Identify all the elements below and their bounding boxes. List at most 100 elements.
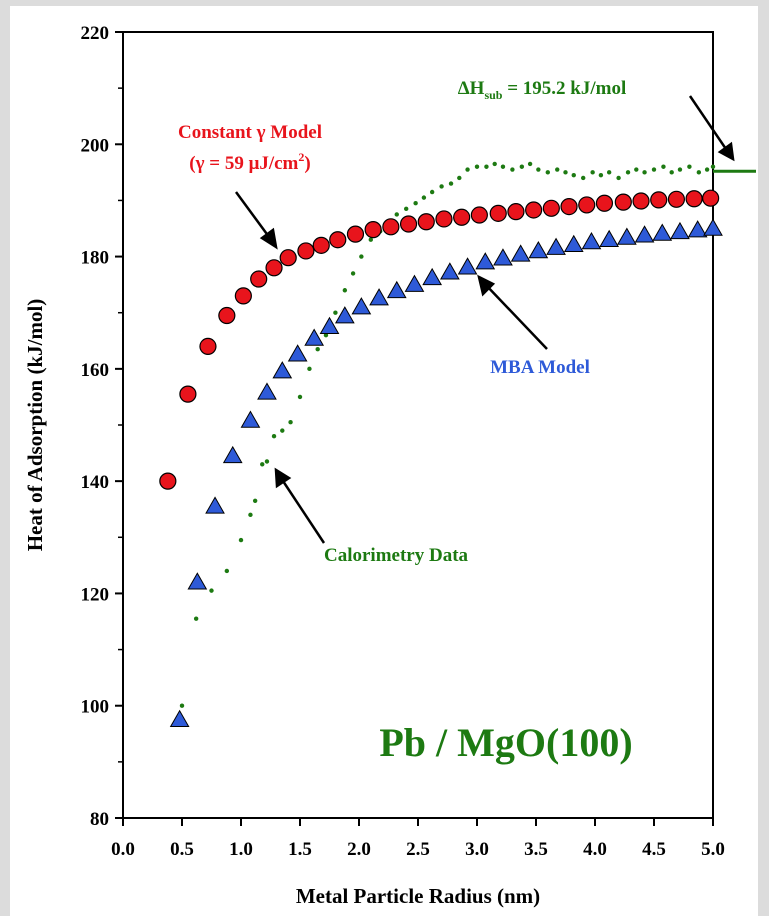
constant-gamma-model-series (159, 189, 720, 490)
calorimetry-point (252, 498, 258, 503)
calorimetry-point (634, 167, 639, 172)
x-tick-label: 0.0 (111, 839, 135, 860)
mba-model-point (563, 234, 584, 253)
mba-model-point (422, 267, 443, 286)
system-label: Pb / MgO(100) (379, 720, 632, 765)
mba-model-point (670, 221, 690, 240)
x-tick-label: 4.5 (642, 839, 666, 860)
scatter-chart: 80 100 120 140 160 180 200 220 0.0 0.5 1.0 1.5 2.0 2… (23, 23, 756, 908)
constant-model-arrow (234, 191, 274, 242)
constant-model-point (667, 190, 686, 208)
calorimetry-point (677, 167, 683, 172)
calorimetry-point (429, 189, 435, 195)
x-tick-label: 3.0 (465, 839, 489, 860)
calorimetry-point (238, 537, 244, 543)
chart-frame: 80 100 120 140 160 180 200 220 0.0 0.5 1.0 1.5 2.0 2… (10, 6, 758, 916)
x-tick-label: 2.0 (347, 839, 371, 860)
calorimetry-point (421, 195, 427, 200)
y-tick-label: 160 (81, 360, 110, 381)
calorimetry-point (625, 170, 631, 175)
y-tick-label: 220 (81, 23, 110, 44)
mba-model-point (334, 306, 355, 324)
calorimetry-point (527, 161, 533, 167)
mba-model-point (369, 288, 389, 306)
calorimetry-point (288, 419, 293, 425)
constant-model-point (453, 208, 471, 226)
y-tick-label: 140 (81, 472, 110, 493)
mba-model-point (652, 223, 673, 241)
sublimation-enthalpy-label: ΔHsub = 195.2 kJ/mol (458, 78, 627, 102)
calorimetry-arrow (279, 477, 326, 544)
calorimetry-point (323, 332, 329, 338)
mba-model-point (510, 244, 531, 262)
constant-model-point (199, 337, 217, 355)
y-axis-ticks: 80 100 120 140 160 180 200 220 (81, 23, 123, 830)
constant-model-arrowhead (259, 227, 278, 250)
constant-model-point (417, 213, 435, 231)
mba-model-point (272, 361, 293, 379)
y-tick-label: 180 (81, 248, 110, 269)
calorimetry-point (248, 512, 253, 518)
calorimetry-point (492, 161, 497, 167)
constant-model-label: Constant γ Model (178, 122, 322, 143)
x-axis-ticks: 0.0 0.5 1.0 1.5 2.0 2.5 3.0 3.5 4.0 4.5 5.0 (111, 818, 725, 860)
y-tick-label: 200 (81, 135, 110, 156)
mba-model-point (703, 218, 723, 236)
calorimetry-point (598, 172, 604, 178)
calorimetry-point (571, 172, 576, 178)
mba-model-point (240, 410, 261, 428)
calorimetry-point (315, 347, 320, 352)
calorimetry-point (439, 184, 444, 189)
calorimetry-point (224, 568, 230, 574)
calorimetry-point (581, 175, 586, 181)
constant-model-point (234, 287, 252, 305)
calorimetry-point (448, 181, 454, 186)
sublimation-arrowhead (717, 141, 735, 162)
constant-model-point (179, 385, 197, 403)
mba-model-point (599, 229, 620, 247)
calorimetry-point (687, 164, 692, 169)
calorimetry-point (413, 201, 418, 206)
constant-model-point (470, 206, 488, 224)
mba-model-point (616, 227, 637, 245)
x-tick-label: 1.0 (229, 839, 253, 860)
constant-model-point (560, 198, 578, 216)
mba-model-point (257, 382, 277, 400)
mba-model-point (634, 225, 655, 243)
calorimetry-point (536, 167, 541, 172)
calorimetry-point (342, 288, 348, 293)
calorimetry-point (297, 394, 303, 400)
constant-model-gamma-label: (γ = 59 μJ/cm2) (189, 150, 310, 174)
constant-model-point (595, 194, 614, 212)
constant-model-point (250, 270, 268, 288)
mba-model-point (169, 709, 190, 727)
x-tick-label: 4.0 (583, 839, 607, 860)
calorimetry-point (264, 459, 270, 464)
constant-model-point (159, 472, 177, 490)
x-tick-label: 5.0 (701, 839, 725, 860)
constant-model-point (312, 236, 330, 254)
calorimetry-point (616, 175, 621, 181)
mba-model-point (528, 240, 549, 259)
calorimetry-point (500, 164, 506, 169)
mba-model-arrowhead (477, 274, 496, 297)
calorimetry-point (350, 271, 356, 276)
constant-model-point (297, 242, 315, 260)
constant-model-point (507, 203, 525, 221)
mba-model-point (457, 257, 478, 275)
y-tick-label: 100 (81, 697, 110, 718)
calorimetry-point (260, 462, 265, 467)
constant-model-point (542, 199, 560, 217)
x-tick-label: 2.5 (406, 839, 430, 860)
x-tick-label: 3.5 (524, 839, 548, 860)
calorimetry-point (710, 164, 716, 169)
mba-model-series (169, 218, 723, 727)
calorimetry-point (606, 170, 612, 175)
y-tick-label: 120 (81, 584, 110, 605)
mba-model-arrow (484, 283, 548, 350)
mba-model-point (581, 231, 602, 250)
calorimetry-point (510, 167, 515, 172)
calorimetry-point (307, 366, 312, 372)
mba-model-point (687, 220, 708, 238)
constant-model-point (218, 306, 236, 325)
